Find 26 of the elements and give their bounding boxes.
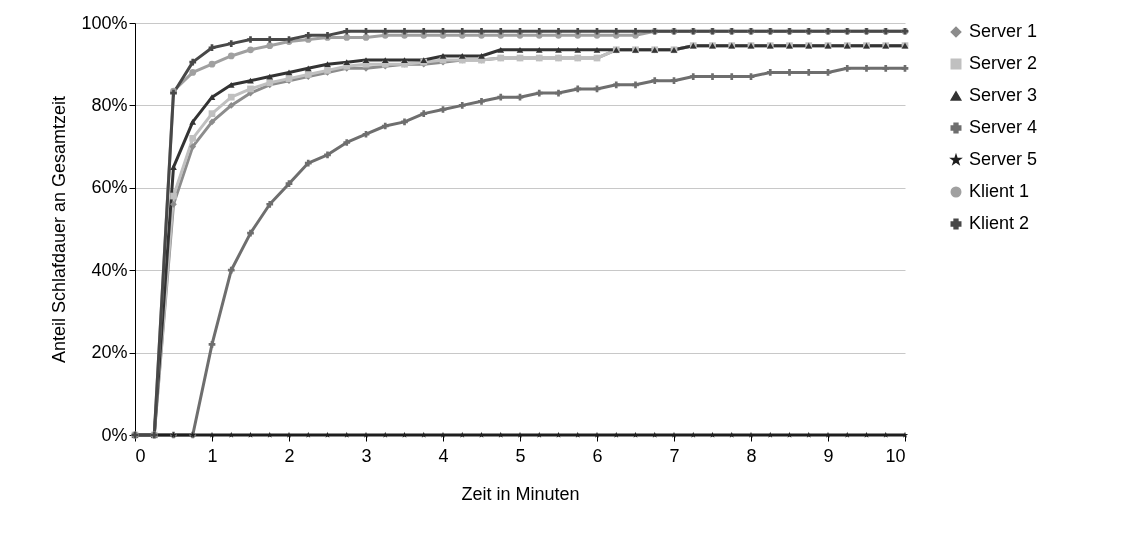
x-tick-label: 8 xyxy=(746,445,757,466)
y-tick-label: 20% xyxy=(91,342,128,363)
x-tick-label: 1 xyxy=(207,445,218,466)
legend-label: Server 5 xyxy=(969,149,1038,169)
x-tick-label: 6 xyxy=(592,445,603,466)
legend-label: Klient 2 xyxy=(969,213,1030,233)
x-tick-label: 2 xyxy=(284,445,295,466)
legend-label: Server 1 xyxy=(969,21,1038,41)
y-tick-label: 80% xyxy=(91,94,128,115)
x-tick-label: 5 xyxy=(515,445,526,466)
legend-label: Server 2 xyxy=(969,53,1038,73)
x-tick-label: 4 xyxy=(438,445,449,466)
legend-label: Klient 1 xyxy=(969,181,1030,201)
x-tick-label: 10 xyxy=(885,445,906,466)
x-tick-label: 7 xyxy=(669,445,680,466)
y-tick-label: 40% xyxy=(91,259,128,280)
x-tick-label: 0 xyxy=(135,445,146,466)
y-axis-title: Anteil Schlafdauer an Gesamtzeit xyxy=(49,95,70,364)
legend-label: Server 3 xyxy=(969,85,1038,105)
legend-label: Server 4 xyxy=(969,117,1038,137)
x-tick-label: 3 xyxy=(361,445,372,466)
y-tick-label: 0% xyxy=(101,424,128,445)
x-tick-label: 9 xyxy=(823,445,834,466)
y-tick-label: 60% xyxy=(91,177,128,198)
x-axis-title: Zeit in Minuten xyxy=(461,483,580,504)
y-tick-label: 100% xyxy=(81,12,128,33)
